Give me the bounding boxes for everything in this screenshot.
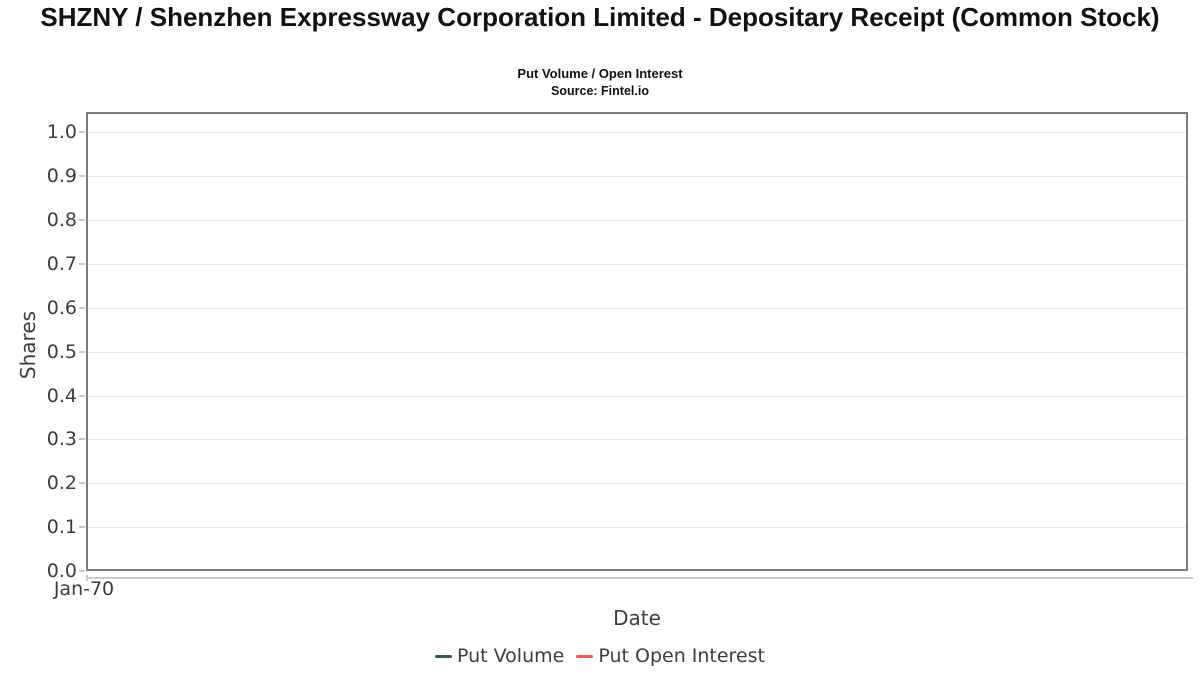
gridline	[88, 308, 1186, 309]
y-axis-tick-label: 0.6	[46, 297, 77, 319]
gridline	[88, 439, 1186, 440]
y-axis-tick-label: 0.3	[46, 428, 77, 450]
gridline	[88, 352, 1186, 353]
y-tick-mark	[79, 175, 85, 177]
y-axis-title: Shares	[16, 310, 40, 380]
y-axis-tick-label: 0.4	[46, 385, 77, 407]
put-volume-line-icon	[435, 654, 452, 658]
gridline	[88, 396, 1186, 397]
y-tick-mark	[79, 219, 85, 221]
legend-item-put-open-interest[interactable]: Put Open Interest	[576, 645, 765, 667]
gridline	[88, 132, 1186, 133]
put-open-interest-line-icon	[576, 654, 594, 658]
y-axis-tick-label: 0.5	[46, 341, 77, 363]
gridline	[88, 527, 1186, 528]
x-axis-title: Date	[613, 606, 661, 630]
y-axis-tick-label: 1.0	[46, 121, 77, 143]
y-axis-tick-label: 0.9	[46, 165, 77, 187]
y-tick-mark	[79, 526, 85, 528]
gridline	[88, 220, 1186, 221]
legend-label: Put Open Interest	[598, 645, 765, 667]
y-tick-mark	[79, 351, 85, 353]
y-axis-tick-label: 0.2	[46, 472, 77, 494]
y-axis-tick-label: 0.8	[46, 209, 77, 231]
x-axis-line	[86, 577, 1193, 579]
page-title: SHZNY / Shenzhen Expressway Corporation …	[40, 2, 1160, 32]
chart-subtitle: Put Volume / Open Interest	[517, 66, 683, 81]
gridline	[88, 483, 1186, 484]
plot-area	[86, 112, 1188, 571]
y-tick-mark	[79, 263, 85, 265]
gridline	[88, 176, 1186, 177]
legend-label: Put Volume	[457, 645, 565, 667]
y-tick-mark	[79, 482, 85, 484]
chart-source-label: Source: Fintel.io	[551, 84, 649, 98]
chart-legend: Put Volume Put Open Interest	[0, 645, 1200, 667]
y-axis-tick-label: 0.1	[46, 516, 77, 538]
y-tick-mark	[79, 570, 85, 572]
y-tick-mark	[79, 131, 85, 133]
x-axis-tick-label: Jan-70	[53, 578, 115, 600]
y-tick-mark	[79, 438, 85, 440]
gridline	[88, 264, 1186, 265]
y-tick-mark	[79, 395, 85, 397]
legend-item-put-volume[interactable]: Put Volume	[435, 645, 564, 667]
y-axis-tick-label: 0.7	[46, 253, 77, 275]
x-tick-mark	[86, 575, 88, 581]
y-axis-tick-label: 0.0	[46, 560, 77, 582]
y-tick-mark	[79, 307, 85, 309]
